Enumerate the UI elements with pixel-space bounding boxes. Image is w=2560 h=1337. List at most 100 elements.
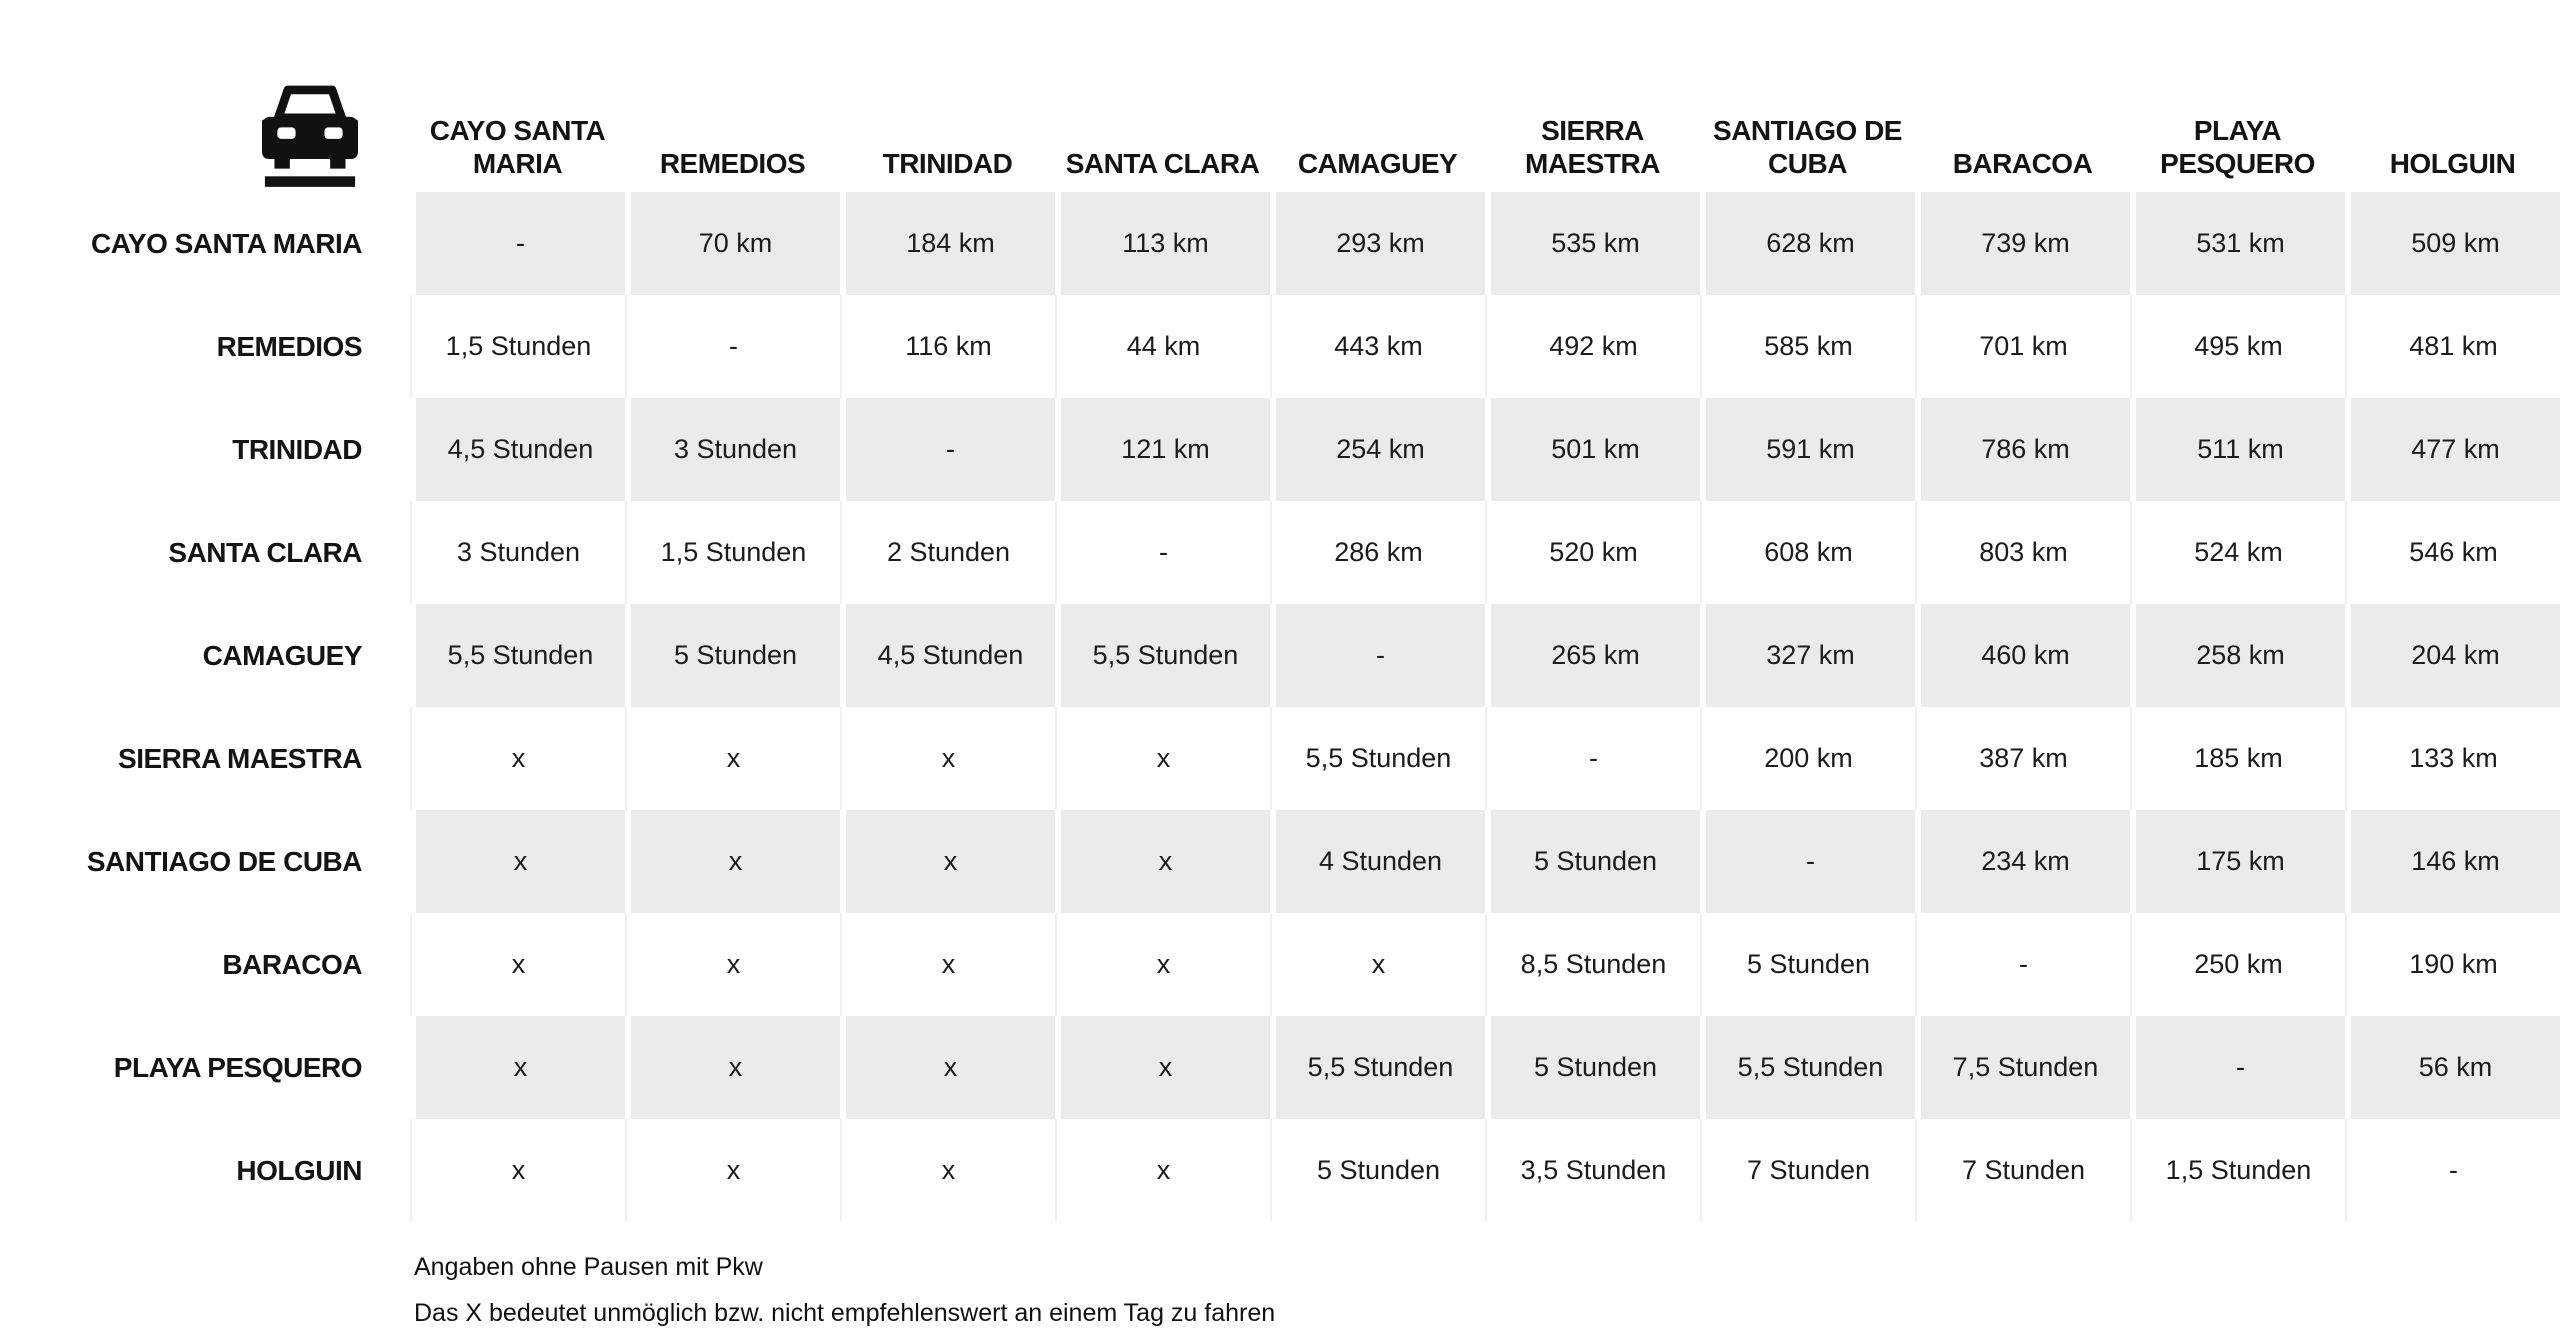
table-cell: 492 km	[1485, 295, 1700, 398]
column-header: SANTIAGO DE CUBA	[1713, 115, 1902, 179]
row-header: TRINIDAD	[0, 398, 410, 501]
table-cell: 185 km	[2130, 707, 2345, 810]
table-cell: 175 km	[2130, 810, 2345, 913]
table-cell: 113 km	[1055, 192, 1270, 295]
table-cell: 7 Stunden	[1700, 1119, 1915, 1222]
footnote-line: Das X bedeutet unmöglich bzw. nicht empf…	[414, 1299, 1276, 1328]
row-header: HOLGUIN	[0, 1119, 410, 1222]
table-cell: x	[1270, 913, 1485, 1016]
table-cell: 5,5 Stunden	[1700, 1016, 1915, 1119]
table-cell: x	[410, 707, 625, 810]
table-cell: 184 km	[840, 192, 1055, 295]
table-cell: 5,5 Stunden	[1270, 1016, 1485, 1119]
table-row: TRINIDAD 4,5 Stunden 3 Stunden -121 km 254 k…	[0, 398, 2560, 501]
table-cell: 3 Stunden	[410, 501, 625, 604]
row-header: BARACOA	[0, 913, 410, 1016]
table-cell: x	[410, 1016, 625, 1119]
table-cell: -	[840, 398, 1055, 501]
table-cell: 460 km	[1915, 604, 2130, 707]
table-cell: 701 km	[1915, 295, 2130, 398]
table-cell: x	[625, 810, 840, 913]
table-cell: 7 Stunden	[1915, 1119, 2130, 1222]
table-row: SANTIAGO DE CUBA x x x x 4 Stunden 5 Stunden -2…	[0, 810, 2560, 913]
table-row: BARACOA x x x x x 8,5 Stunden 5 Stunden -250 km 1…	[0, 913, 2560, 1016]
row-header: SIERRA MAESTRA	[0, 707, 410, 810]
table-cell: 8,5 Stunden	[1485, 913, 1700, 1016]
row-header: REMEDIOS	[0, 295, 410, 398]
table-cell: -	[1915, 913, 2130, 1016]
corner-cell	[0, 84, 410, 192]
table-cell: x	[410, 810, 625, 913]
table-cell: -	[1700, 810, 1915, 913]
table-cell: x	[625, 913, 840, 1016]
table-cell: 585 km	[1700, 295, 1915, 398]
table-cell: 5 Stunden	[1485, 810, 1700, 913]
table-cell: 5,5 Stunden	[1055, 604, 1270, 707]
table-cell: 293 km	[1270, 192, 1485, 295]
table-cell: 608 km	[1700, 501, 1915, 604]
table-cell: -	[625, 295, 840, 398]
table-cell: x	[625, 1119, 840, 1222]
column-header: HOLGUIN	[2389, 147, 2516, 179]
table-cell: x	[410, 1119, 625, 1222]
column-header: TRINIDAD	[882, 147, 1013, 179]
footnotes: Angaben ohne Pausen mit Pkw Das X bedeut…	[414, 1244, 2560, 1337]
table-cell: 56 km	[2345, 1016, 2560, 1119]
table-cell: 803 km	[1915, 501, 2130, 604]
row-header: SANTA CLARA	[0, 501, 410, 604]
table-cell: x	[625, 1016, 840, 1119]
table-cell: 5,5 Stunden	[410, 604, 625, 707]
table-cell: 200 km	[1700, 707, 1915, 810]
table-cell: x	[1055, 913, 1270, 1016]
table-row: HOLGUIN x x x x 5 Stunden 3,5 Stunden 7 Stunden…	[0, 1119, 2560, 1222]
table-cell: 477 km	[2345, 398, 2560, 501]
table-cell: 327 km	[1700, 604, 1915, 707]
table-cell: 495 km	[2130, 295, 2345, 398]
table-cell: x	[625, 707, 840, 810]
table-cell: 234 km	[1915, 810, 2130, 913]
table-cell: 44 km	[1055, 295, 1270, 398]
table-body: CAYO SANTA MARIA -70 km 184 km 113 km 293 km…	[0, 192, 2560, 1222]
table-cell: 258 km	[2130, 604, 2345, 707]
table-cell: 591 km	[1700, 398, 1915, 501]
row-header: CAMAGUEY	[0, 604, 410, 707]
table-cell: 628 km	[1700, 192, 1915, 295]
table-cell: 4 Stunden	[1270, 810, 1485, 913]
column-header: CAYO SANTA MARIA	[429, 115, 606, 179]
column-header: BARACOA	[1952, 147, 2093, 179]
column-header: REMEDIOS	[659, 147, 806, 179]
table-cell: 7,5 Stunden	[1915, 1016, 2130, 1119]
table-cell: x	[840, 913, 1055, 1016]
table-row: PLAYA PESQUERO x x x x 5,5 Stunden 5 Stunden 5,…	[0, 1016, 2560, 1119]
table-cell: 250 km	[2130, 913, 2345, 1016]
table-cell: 265 km	[1485, 604, 1700, 707]
table-cell: 786 km	[1915, 398, 2130, 501]
table-cell: 116 km	[840, 295, 1055, 398]
table-cell: x	[840, 1119, 1055, 1222]
table-cell: 524 km	[2130, 501, 2345, 604]
table-cell: 1,5 Stunden	[625, 501, 840, 604]
row-header: SANTIAGO DE CUBA	[0, 810, 410, 913]
table-cell: 535 km	[1485, 192, 1700, 295]
table-cell: x	[1055, 1016, 1270, 1119]
table-cell: 5 Stunden	[1270, 1119, 1485, 1222]
table-header-row: CAYO SANTA MARIA REMEDIOS TRINIDAD SANTA CL…	[0, 0, 2560, 192]
table-row: SANTA CLARA 3 Stunden 1,5 Stunden 2 Stunden…	[0, 501, 2560, 604]
table-cell: 133 km	[2345, 707, 2560, 810]
table-cell: x	[1055, 810, 1270, 913]
table-cell: 2 Stunden	[840, 501, 1055, 604]
table-cell: 531 km	[2130, 192, 2345, 295]
table-cell: x	[840, 810, 1055, 913]
table-row: CAMAGUEY 5,5 Stunden 5 Stunden 4,5 Stunden 5…	[0, 604, 2560, 707]
footnote-line: Angaben ohne Pausen mit Pkw	[414, 1253, 763, 1281]
table-cell: -	[1485, 707, 1700, 810]
table-cell: 4,5 Stunden	[410, 398, 625, 501]
table-cell: x	[410, 913, 625, 1016]
table-cell: x	[1055, 707, 1270, 810]
table-cell: 286 km	[1270, 501, 1485, 604]
table-cell: 3,5 Stunden	[1485, 1119, 1700, 1222]
table-cell: x	[840, 1016, 1055, 1119]
table-cell: 5 Stunden	[625, 604, 840, 707]
table-row: CAYO SANTA MARIA -70 km 184 km 113 km 293 km…	[0, 192, 2560, 295]
